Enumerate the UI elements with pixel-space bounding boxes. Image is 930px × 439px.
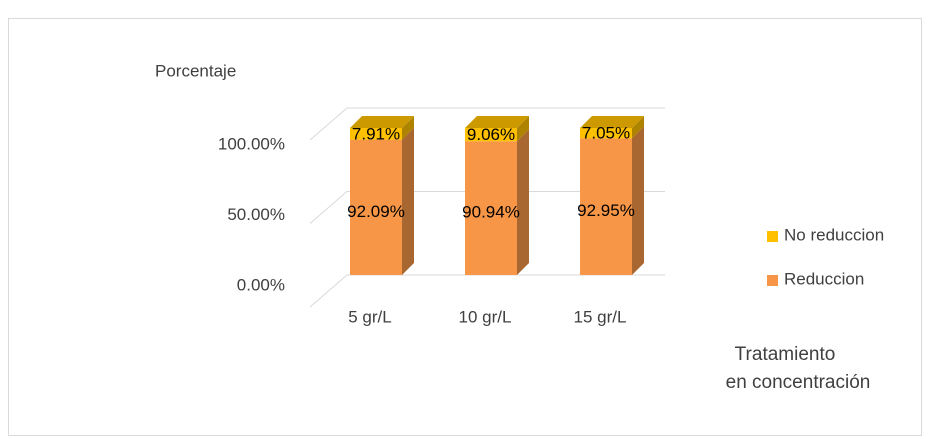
- bar-segment: [350, 139, 402, 275]
- grid-line: [309, 274, 665, 308]
- x-tick-label: 15 gr/L: [574, 307, 627, 326]
- bar-side: [517, 116, 529, 142]
- bar-segment: [350, 128, 402, 140]
- legend-swatch: [767, 275, 778, 286]
- y-tick-label: 0.00%: [237, 275, 285, 294]
- bar-segment: [465, 141, 517, 275]
- legend-label: Reduccion: [784, 269, 864, 288]
- bar-side: [402, 127, 414, 275]
- bar-segment: [580, 138, 632, 275]
- x-axis-title: Tratamiento: [735, 344, 836, 365]
- grid-line: [309, 107, 665, 141]
- x-axis-title: en concentración: [726, 372, 871, 393]
- data-label: 92.09%: [347, 202, 405, 221]
- data-label: 7.91%: [352, 124, 400, 143]
- y-tick-label: 50.00%: [227, 205, 285, 224]
- bar-top: [350, 116, 414, 128]
- data-label: 92.95%: [577, 201, 635, 220]
- bar-side: [402, 116, 414, 140]
- x-tick-label: 10 gr/L: [459, 307, 512, 326]
- bar-segment: [580, 128, 632, 139]
- data-label: 90.94%: [462, 203, 520, 222]
- legend-label: No reduccion: [784, 225, 884, 244]
- bar-side: [632, 116, 644, 139]
- data-label: 9.06%: [467, 125, 515, 144]
- data-label: 7.05%: [582, 124, 630, 143]
- bar-side: [632, 126, 644, 276]
- bar-segment: [465, 128, 517, 142]
- y-tick-label: 100.00%: [218, 134, 285, 153]
- bar-top: [465, 116, 529, 128]
- grid-line: [309, 191, 665, 224]
- bar-side: [517, 129, 529, 275]
- x-tick-label: 5 gr/L: [348, 307, 391, 326]
- legend-swatch: [767, 231, 778, 242]
- bar-top: [580, 116, 644, 128]
- y-axis-title: Porcentaje: [155, 61, 236, 80]
